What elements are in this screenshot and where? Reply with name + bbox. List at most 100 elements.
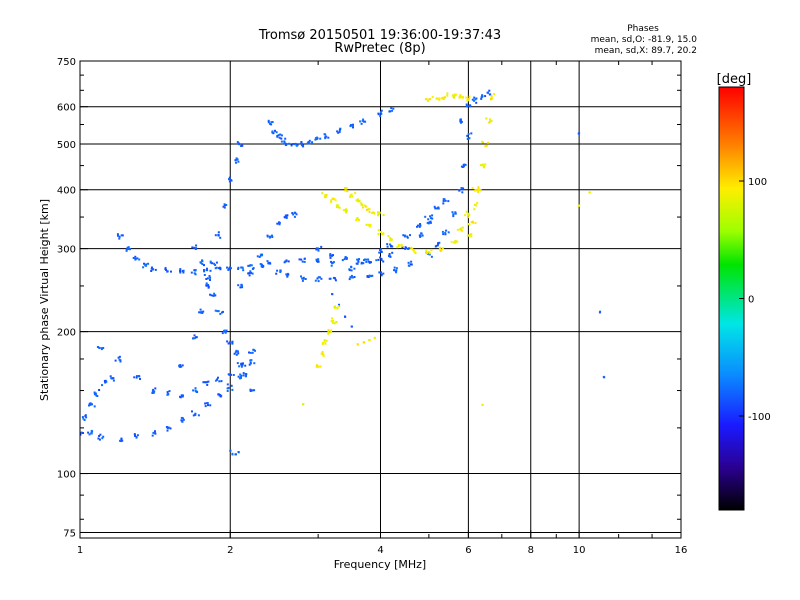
data-point-o bbox=[268, 236, 271, 239]
data-point-o bbox=[300, 144, 303, 147]
data-point-o bbox=[317, 247, 319, 250]
data-point-o bbox=[388, 255, 390, 258]
data-point-o bbox=[395, 267, 398, 270]
data-point-o bbox=[349, 276, 352, 279]
data-point-o bbox=[295, 144, 298, 147]
data-point-x bbox=[474, 222, 477, 224]
data-point-o bbox=[111, 377, 114, 380]
data-point-o bbox=[363, 120, 365, 123]
data-point-o bbox=[93, 391, 96, 394]
data-point-o bbox=[151, 392, 154, 394]
data-point-o bbox=[117, 234, 119, 237]
data-point-o bbox=[271, 234, 273, 237]
data-point-o bbox=[118, 358, 121, 361]
data-point-x bbox=[325, 339, 328, 342]
data-point-o bbox=[430, 217, 432, 220]
data-point-o bbox=[96, 346, 99, 348]
data-point-o bbox=[216, 310, 219, 313]
data-point-o bbox=[249, 359, 252, 362]
colorbar-ticks: 100 0 -100 bbox=[739, 177, 771, 423]
data-point-o bbox=[451, 211, 454, 214]
data-point-o bbox=[236, 362, 239, 365]
data-point-x bbox=[453, 96, 456, 99]
data-point-x bbox=[439, 249, 442, 252]
data-point-o bbox=[182, 418, 185, 421]
data-point-x bbox=[387, 235, 390, 237]
data-point-o bbox=[484, 95, 487, 98]
data-point-o bbox=[444, 199, 447, 202]
data-point-o bbox=[213, 262, 216, 265]
data-point-o bbox=[153, 431, 156, 434]
data-point-x bbox=[365, 208, 368, 211]
data-point-o bbox=[308, 142, 311, 145]
data-point-o bbox=[206, 383, 209, 386]
data-point-o bbox=[116, 233, 119, 236]
data-point-x bbox=[319, 365, 322, 368]
data-point-o bbox=[212, 294, 215, 297]
data-point-x bbox=[455, 93, 458, 96]
y-tick-label: 600 bbox=[57, 103, 76, 114]
data-point-x bbox=[474, 203, 477, 206]
data-point-o bbox=[393, 266, 396, 269]
data-point-x bbox=[327, 332, 330, 335]
data-point-o bbox=[379, 115, 382, 118]
data-point-o bbox=[239, 376, 242, 379]
data-point-o bbox=[274, 129, 276, 132]
data-point-o bbox=[362, 262, 365, 265]
data-point-x bbox=[368, 225, 371, 228]
data-point-o bbox=[136, 434, 139, 437]
data-point-o bbox=[164, 268, 167, 270]
data-point-o bbox=[349, 125, 352, 128]
data-point-o bbox=[194, 247, 197, 250]
data-point-x bbox=[360, 202, 363, 205]
data-point-o bbox=[278, 136, 281, 139]
data-point-o bbox=[154, 268, 157, 271]
data-point-x bbox=[327, 329, 330, 332]
data-point-o bbox=[94, 392, 97, 395]
data-point-o bbox=[151, 434, 154, 437]
data-point-o bbox=[285, 217, 288, 219]
data-point-o bbox=[195, 244, 198, 247]
data-point-o bbox=[191, 246, 194, 249]
data-point-o bbox=[237, 268, 240, 270]
data-point-x bbox=[356, 217, 359, 220]
phases-heading: Phases bbox=[627, 24, 659, 34]
data-point-x bbox=[345, 208, 348, 211]
data-point-o bbox=[420, 232, 423, 235]
data-point-o bbox=[226, 266, 228, 269]
data-point-o bbox=[228, 176, 231, 179]
data-point-o bbox=[315, 247, 318, 250]
data-point-x bbox=[321, 351, 324, 354]
data-point-o bbox=[475, 101, 478, 104]
data-point-o bbox=[236, 350, 239, 353]
data-point-o bbox=[209, 276, 212, 279]
data-point-o bbox=[480, 97, 483, 100]
data-point-x bbox=[439, 246, 442, 249]
x-tick-label: 4 bbox=[377, 545, 383, 556]
data-point-o bbox=[279, 271, 282, 273]
data-point-o bbox=[231, 452, 234, 455]
data-point-o bbox=[228, 180, 231, 183]
data-point-o bbox=[182, 271, 185, 274]
data-point-o bbox=[602, 375, 605, 378]
data-point-o bbox=[237, 266, 240, 269]
data-point-x bbox=[372, 212, 375, 215]
data-point-o bbox=[227, 342, 230, 345]
data-point-o bbox=[380, 259, 383, 261]
data-point-o bbox=[235, 161, 237, 164]
data-point-x bbox=[438, 248, 441, 251]
data-point-x bbox=[316, 364, 318, 367]
data-point-o bbox=[201, 260, 204, 263]
data-point-o bbox=[461, 191, 464, 194]
data-point-o bbox=[194, 389, 197, 392]
data-point-x bbox=[320, 352, 323, 355]
data-point-o bbox=[367, 258, 370, 261]
data-point-o bbox=[166, 427, 169, 430]
data-point-o bbox=[136, 257, 139, 260]
data-point-o bbox=[110, 377, 113, 380]
data-point-x bbox=[414, 252, 417, 255]
data-point-o bbox=[218, 380, 221, 383]
data-point-o bbox=[270, 123, 273, 126]
data-point-o bbox=[285, 259, 288, 262]
data-point-o bbox=[276, 222, 279, 225]
